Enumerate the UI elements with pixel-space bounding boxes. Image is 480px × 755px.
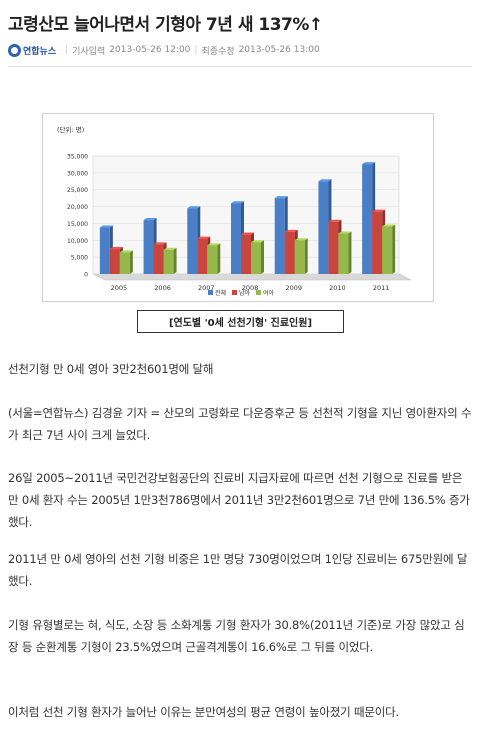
bar-top [143, 218, 157, 221]
bar-남아-2011 [372, 211, 383, 274]
bar-남아-2006 [153, 244, 164, 274]
header-divider [8, 66, 472, 67]
y-tick-label: 15,000 [67, 221, 88, 228]
legend-label: 여아 [263, 289, 275, 297]
article-paragraph: 2011년 만 0세 영아의 선천 기형 비중은 1만 명당 730명이었으며 … [8, 552, 468, 588]
article-title: 고령산모 늘어나면서 기형아 7년 새 137%↑ [8, 15, 323, 35]
bar-전체-2008 [231, 203, 241, 274]
bar-여아-2006 [163, 249, 174, 274]
bar-side [392, 224, 396, 274]
bar-top [294, 238, 308, 241]
bar-남아-2007 [197, 238, 208, 274]
bar-top [274, 196, 288, 199]
chart-frame: (단위: 명) 0 5,000 10,000 15,000 20,000 25,000 30,… [42, 113, 434, 302]
bar-side [129, 250, 133, 274]
bar-top [197, 236, 211, 239]
bar-top [207, 243, 221, 246]
modified-date: 2013-05-26 13:00 [238, 45, 320, 55]
bar-여아-2007 [207, 245, 218, 274]
y-tick-label: 35,000 [67, 154, 88, 161]
y-tick-label: 25,000 [67, 187, 88, 194]
legend-label: 남아 [239, 289, 251, 297]
y-tick-label: 30,000 [67, 170, 88, 177]
news-logo-icon [8, 43, 21, 57]
meta-divider: | [65, 45, 69, 55]
news-source: 연합뉴스 [23, 46, 57, 57]
chart-figure: (단위: 명) 0 5,000 10,000 15,000 20,000 25,000 30,… [42, 113, 434, 338]
bar-top [99, 225, 113, 228]
y-unit-label: (단위: 명) [57, 125, 84, 134]
bar-side [304, 238, 308, 274]
article-paragraph: 26일 2005~2011년 국민건강보험공단의 진료비 지급자료에 따르면 선… [8, 471, 470, 529]
bar-top [187, 206, 201, 209]
y-tick-label: 5,000 [71, 255, 88, 262]
bar-여아-2008 [251, 242, 261, 274]
bar-top [338, 231, 352, 234]
meta-divider: | [194, 45, 198, 55]
x-tick-label: 2010 [329, 284, 346, 292]
bar-top [241, 232, 254, 235]
bar-전체-2011 [362, 164, 373, 274]
x-tick-label: 2009 [285, 284, 302, 292]
bar-전체-2007 [187, 208, 198, 274]
article-meta: 연합뉴스 | 기사입력 2013-05-26 12:00 | 최종수정 2013… [8, 42, 320, 58]
news-logo: 연합뉴스 [8, 43, 57, 57]
bar-전체-2005 [99, 227, 110, 274]
bar-전체-2010 [318, 181, 329, 274]
bar-top [251, 240, 264, 243]
y-tick-label: 10,000 [67, 238, 88, 245]
bar-top [284, 229, 298, 232]
bar-chart: (단위: 명) 0 5,000 10,000 15,000 20,000 25,000 30,… [57, 125, 412, 297]
bar-남아-2008 [241, 234, 251, 274]
bar-top [119, 250, 133, 253]
bar-top [318, 179, 332, 182]
bar-남아-2009 [284, 231, 295, 274]
legend-swatch [232, 290, 237, 295]
published-date: 2013-05-26 12:00 [109, 45, 191, 55]
x-tick-label: 2007 [198, 284, 215, 292]
bar-남아-2010 [328, 221, 339, 274]
article-paragraph: 기형 유형별로는 혀, 식도, 소장 등 소화계통 기형 환자가 30.8%(2… [8, 618, 465, 654]
published-label: 기사입력 [72, 46, 106, 57]
bar-전체-2006 [143, 220, 154, 274]
x-tick-label: 2011 [373, 284, 390, 292]
bar-top [231, 201, 244, 204]
y-tick-label: 20,000 [67, 204, 88, 211]
modified-label: 최종수정 [201, 46, 235, 57]
x-tick-label: 2006 [154, 284, 171, 292]
plot-floor [92, 273, 412, 281]
legend-swatch [256, 290, 261, 295]
article-paragraph: (서울=연합뉴스) 김경윤 기자 = 산모의 고령화로 다운증후군 등 선천적 … [8, 406, 472, 442]
bar-top [163, 247, 177, 250]
bar-side [348, 231, 352, 274]
bar-여아-2011 [382, 226, 393, 274]
x-tick-label: 2008 [242, 284, 259, 292]
bar-top [382, 224, 396, 227]
bar-top [328, 219, 342, 222]
bar-side [217, 243, 221, 274]
bar-top [153, 242, 167, 245]
bar-side [173, 247, 177, 274]
y-tick-label: 0 [84, 272, 88, 279]
bar-전체-2009 [274, 198, 285, 274]
bar-top [109, 247, 123, 250]
x-tick-label: 2005 [111, 284, 128, 292]
bar-top [362, 162, 376, 165]
chart-caption: [연도별 '0세 선천기형' 진료인원] [137, 310, 344, 333]
legend-swatch [208, 290, 213, 295]
bar-top [372, 209, 386, 212]
bar-side [261, 240, 264, 274]
bar-여아-2005 [119, 252, 130, 274]
article-paragraph: 이처럼 선천 기형 환자가 늘어난 이유는 분만여성의 평균 연령이 높아졌기 … [8, 705, 399, 719]
legend-label: 전체 [215, 289, 226, 297]
article-paragraph: 선천기형 만 0세 영아 3만2천601명에 달해 [8, 362, 214, 376]
bar-여아-2009 [294, 240, 305, 274]
bar-남아-2005 [109, 249, 120, 274]
bar-여아-2010 [338, 233, 349, 274]
